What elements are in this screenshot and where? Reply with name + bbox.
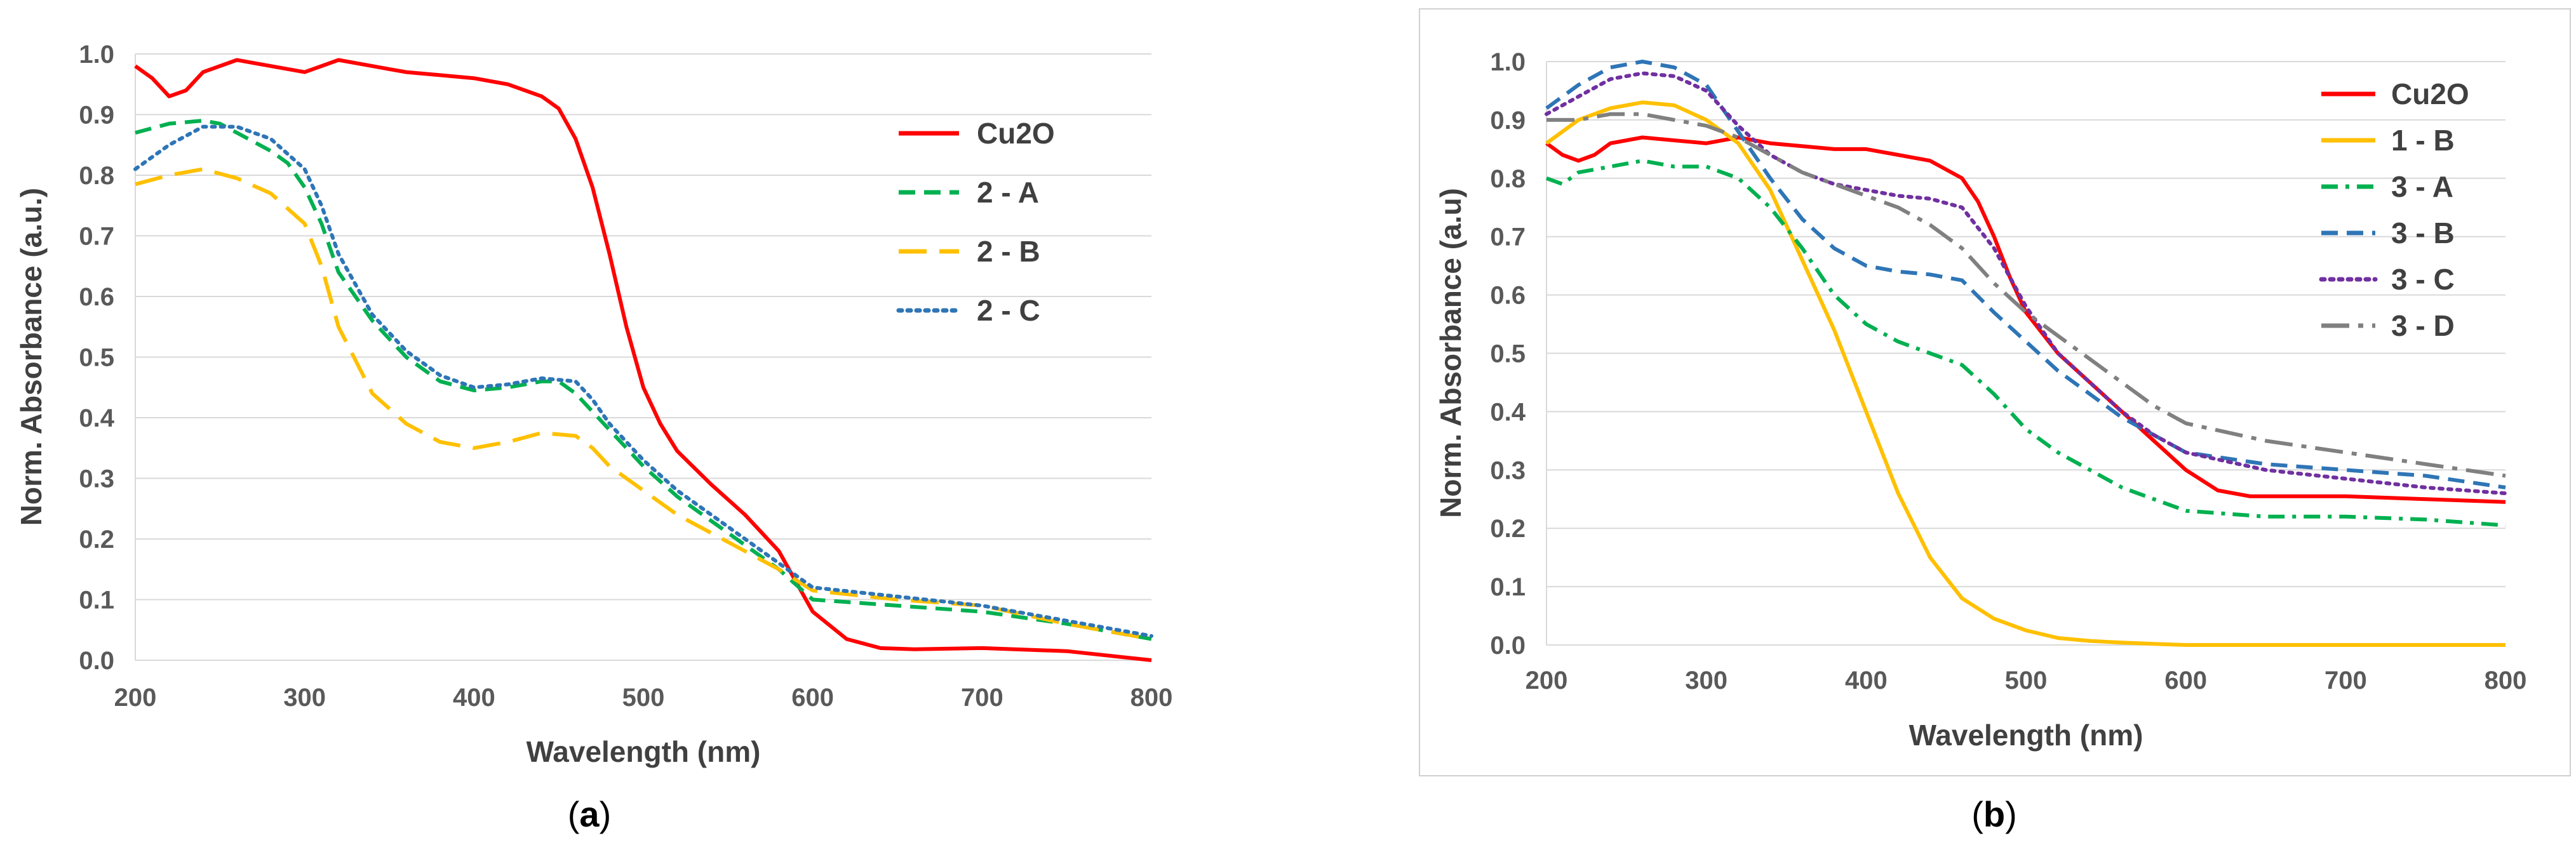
panel-b-legend-label: 1 - B [2391, 124, 2455, 157]
panel-b-x-tick-label: 600 [2164, 667, 2207, 695]
panel-a-x-tick-label: 500 [622, 684, 665, 712]
panel-b-y-tick-label: 0.7 [1490, 223, 1526, 251]
panel-a-legend-label: 2 - C [977, 294, 1040, 327]
panel-b-x-tick-label: 400 [1845, 667, 1888, 695]
panel-b-x-tick-label: 800 [2485, 667, 2527, 695]
panel-a-x-axis-title: Wavelength (nm) [527, 735, 761, 768]
panel-b-series-3-c [1545, 71, 2507, 496]
panel-a-legend-label: 2 - A [977, 176, 1039, 209]
panel-b-x-tick-label: 500 [2005, 667, 2048, 695]
panel-a-y-tick-label: 0.1 [79, 587, 114, 615]
panel-a-legend-label: Cu2O [977, 117, 1055, 150]
panel-b-x-tick-label: 300 [1685, 667, 1727, 695]
panel-b-legend: Cu2O 1 - B 3 - A 3 - B 3 - C 3 - D [2319, 77, 2469, 342]
panel-b-y-tick-label: 0.9 [1490, 107, 1526, 135]
panel-b-y-tick-label: 0.2 [1490, 515, 1526, 543]
panel-a-x-tick-label: 200 [114, 684, 157, 712]
panel-b-legend-label: Cu2O [2391, 77, 2469, 110]
panel-b-y-tick-label: 1.0 [1490, 48, 1526, 76]
panel-a-series-2-c [133, 124, 1153, 638]
panel-b-y-tick-label: 0.3 [1490, 456, 1526, 484]
panel-a-y-tick-label: 0.6 [79, 283, 114, 311]
panel-b-series-1-b [1545, 100, 2506, 647]
panel-a-gridlines [135, 53, 1151, 601]
panel-b-x-ticks: 200 300 400 500 600 700 800 [1526, 667, 2527, 695]
panel-b-series-3-a [1545, 159, 2506, 528]
panel-a-y-ticks: 0.0 0.1 0.2 0.3 0.4 0.5 0.6 0.7 0.8 0.9 1.0 [79, 41, 114, 675]
panel-b-y-tick-label: 0.0 [1490, 632, 1526, 660]
panel-a-y-tick-label: 0.4 [79, 404, 114, 432]
panel-b-x-tick-label: 200 [1526, 667, 1568, 695]
panel-a-y-tick-label: 0.0 [79, 647, 114, 675]
panel-a-series-2-a [135, 119, 1152, 641]
panel-b-y-axis-title: Norm. Absorbance (a.u) [1434, 188, 1467, 518]
panel-a-x-tick-label: 300 [283, 684, 326, 712]
panel-b-y-tick-label: 0.8 [1490, 165, 1526, 193]
panel-b-legend-label: 3 - B [2391, 216, 2455, 249]
panel-b: 0.0 0.1 0.2 0.3 0.4 0.5 0.6 0.7 0.8 0.9 1.0 200 300… [1434, 48, 2526, 834]
panel-a-series-2-b [135, 167, 1152, 641]
panel-a-series [133, 58, 1153, 662]
panel-a-x-tick-label: 700 [961, 684, 1003, 712]
panel-b-y-tick-label: 0.1 [1490, 573, 1526, 601]
panel-b-caption: (b) [1971, 794, 2017, 834]
panel-a-x-tick-label: 400 [453, 684, 495, 712]
panel-b-series [1545, 60, 2507, 647]
panel-b-caption-label: b [1983, 794, 2005, 834]
panel-a-legend-label: 2 - B [977, 235, 1040, 268]
panel-b-legend-label: 3 - A [2391, 170, 2453, 203]
panel-b-x-tick-label: 700 [2324, 667, 2367, 695]
panel-b-y-tick-label: 0.4 [1490, 398, 1526, 426]
panel-b-y-ticks: 0.0 0.1 0.2 0.3 0.4 0.5 0.6 0.7 0.8 0.9 1.0 [1490, 48, 1526, 660]
panel-a-y-tick-label: 0.5 [79, 344, 114, 372]
panel-a-y-axis-title: Norm. Absorbance (a.u.) [15, 188, 48, 526]
panel-b-series-cu2o [1545, 135, 2506, 504]
panel-a-y-tick-label: 0.9 [79, 102, 114, 130]
panel-a-x-ticks: 200 300 400 500 600 700 800 [114, 684, 1173, 712]
panel-b-x-axis-title: Wavelength (nm) [1909, 719, 2143, 752]
panel-a-y-tick-label: 0.3 [79, 465, 114, 493]
panel-a-legend: Cu2O 2 - A 2 - B 2 - C [896, 117, 1055, 327]
panel-a-x-tick-label: 600 [791, 684, 834, 712]
panel-a-y-tick-label: 0.7 [79, 223, 114, 251]
panel-a-x-tick-label: 800 [1130, 684, 1173, 712]
panel-b-series-3-d [1546, 112, 2506, 478]
panel-b-gridlines [1546, 61, 2506, 588]
panel-a-y-tick-label: 0.8 [79, 162, 114, 190]
panel-b-y-tick-label: 0.6 [1490, 282, 1526, 310]
panel-a-caption: (a) [568, 794, 611, 834]
panel-a-caption-label: a [579, 794, 600, 834]
panel-b-legend-label: 3 - C [2391, 263, 2455, 296]
panel-a-y-tick-label: 1.0 [79, 41, 114, 69]
panel-a-y-tick-label: 0.2 [79, 526, 114, 554]
panel-b-y-tick-label: 0.5 [1490, 340, 1526, 368]
panel-b-legend-label: 3 - D [2391, 309, 2455, 342]
panel-a: 0.0 0.1 0.2 0.3 0.4 0.5 0.6 0.7 0.8 0.9 1.0 200 300… [15, 41, 1172, 834]
panel-a-series-cu2o [134, 58, 1152, 662]
panel-b-frame [1419, 8, 2571, 776]
